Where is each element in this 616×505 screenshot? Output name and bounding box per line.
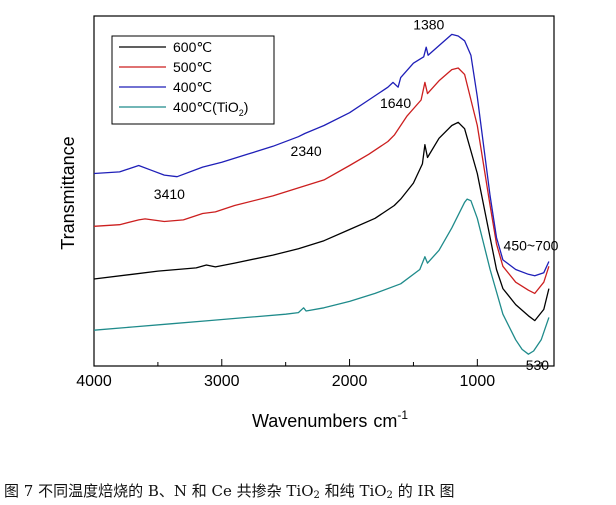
legend: 600℃ 500℃ 400℃ 400℃(TiO2) xyxy=(111,35,275,125)
x-tick-label-3000: 3000 xyxy=(204,373,240,390)
y-axis-label: Transmittance xyxy=(58,136,78,249)
legend-label-1: 500℃ xyxy=(173,59,212,75)
caption-suffix: 的 IR 图 xyxy=(392,482,455,500)
annotation-2: 1640 xyxy=(380,95,411,111)
figure-caption: 图 7 不同温度焙烧的 B、N 和 Ce 共掺杂 TiO2 和纯 TiO2 的 … xyxy=(4,480,612,502)
caption-sub-2: 2 xyxy=(386,490,393,501)
peak-annotations: 3410 2340 1640 1380 450~700 530 xyxy=(154,17,559,374)
series-line-0 xyxy=(93,121,550,322)
series-line-2 xyxy=(93,33,550,277)
legend-label-3: 400℃(TiO2) xyxy=(173,99,248,118)
ir-spectrum-chart: 4000 3000 2000 1000 3410 2340 1640 1380 450~700… xyxy=(58,15,559,431)
annotation-4: 450~700 xyxy=(504,237,559,253)
x-axis-label-exponent: -1 xyxy=(397,408,408,422)
annotation-0: 3410 xyxy=(154,186,185,202)
x-axis-tick-labels: 4000 3000 2000 1000 xyxy=(76,373,495,390)
x-axis-label-unit: cm xyxy=(373,411,397,431)
legend-label-0: 600℃ xyxy=(173,39,212,55)
caption-middle: 和纯 TiO xyxy=(319,482,387,500)
legend-label-2: 400℃ xyxy=(173,79,212,95)
annotation-3: 1380 xyxy=(413,17,444,33)
plot-frame xyxy=(93,15,555,367)
series-line-1 xyxy=(93,67,550,295)
series-line-3 xyxy=(93,198,550,355)
legend-box xyxy=(111,35,275,125)
caption-sub-1: 2 xyxy=(313,490,320,501)
caption-prefix: 图 7 不同温度焙烧的 B、N 和 Ce 共掺杂 TiO xyxy=(4,482,314,500)
x-axis-ticks xyxy=(93,359,542,366)
x-axis-label: Wavenumbers cm-1 xyxy=(252,408,408,431)
x-tick-label-2000: 2000 xyxy=(332,373,368,390)
x-axis-label-text: Wavenumbers xyxy=(252,411,367,431)
annotation-1: 2340 xyxy=(291,143,322,159)
series-lines xyxy=(93,33,550,355)
x-tick-label-4000: 4000 xyxy=(76,373,112,390)
annotation-5: 530 xyxy=(526,357,550,373)
x-tick-label-1000: 1000 xyxy=(460,373,496,390)
